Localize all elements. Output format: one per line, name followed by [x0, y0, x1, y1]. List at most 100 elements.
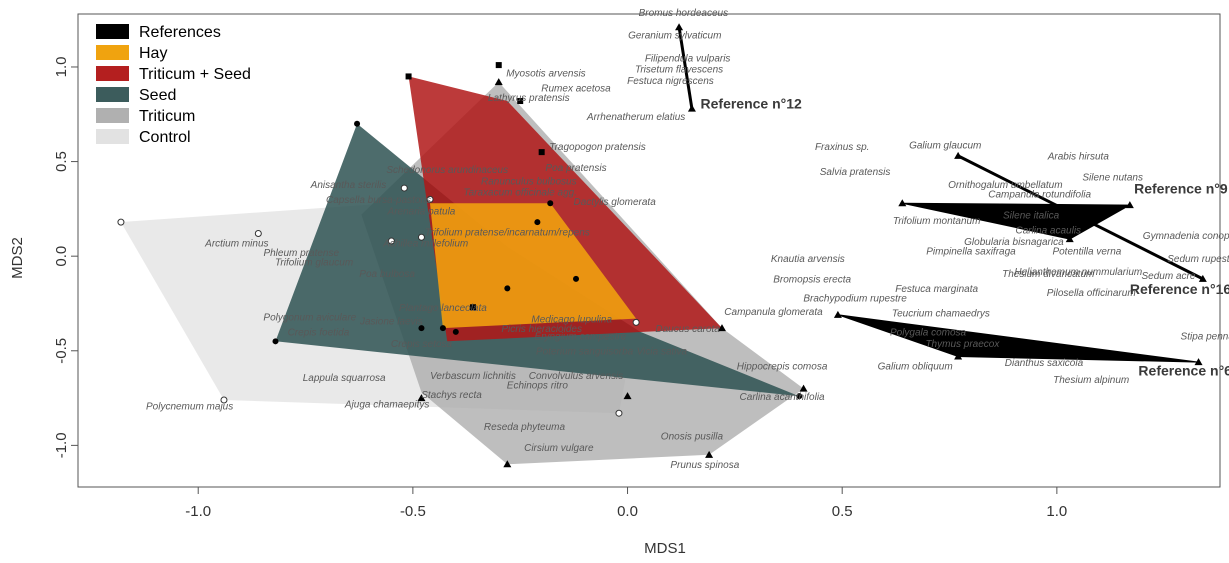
reference-point: [954, 151, 963, 159]
legend-label: References: [139, 24, 221, 41]
reference-point: [1125, 201, 1134, 209]
species-label: Poterium sanguisorba: [536, 347, 634, 358]
species-label: Trifolium glaucum: [275, 258, 353, 269]
legend-label: Triticum + Seed: [139, 66, 251, 83]
x-axis: -1.0 -0.5 0.0 0.5 1.0: [185, 487, 1067, 520]
species-label: Echinops ritro: [507, 381, 569, 392]
x-tick-label: 0.0: [617, 503, 638, 520]
reference-label-layer: Reference n°12 Reference n°9 Reference n°1…: [701, 96, 1229, 379]
species-label: Pimpinella saxifraga: [926, 246, 1016, 257]
species-label: Polygonum aviculare: [263, 313, 356, 324]
species-label: Helianthemum nummularium: [1014, 267, 1142, 278]
hull-seed: [275, 123, 800, 397]
species-label: Thymus praecox: [925, 339, 1000, 350]
reference-point: [1065, 235, 1074, 243]
species-label: Stipa pennata: [1181, 331, 1229, 342]
species-label: Galium obliquum: [878, 362, 953, 373]
data-point: [117, 218, 125, 226]
species-label: Carlina acaulis: [1015, 225, 1081, 236]
species-label: Campanula rotundifolia: [988, 190, 1091, 201]
species-label: Dactylis glomerata: [574, 197, 657, 208]
data-point: [418, 325, 425, 332]
data-point: [400, 184, 408, 192]
species-label: Festuca marginata: [895, 284, 978, 295]
species-label: Teucrium chamaedrys: [892, 309, 990, 320]
data-point: [615, 409, 623, 417]
species-label: Carlina acanthifolia: [740, 392, 825, 403]
data-point: [623, 392, 632, 400]
species-label: Festuca nigrescens: [627, 76, 714, 87]
species-label: Capsella bursa-pastoris: [326, 195, 431, 206]
species-label: Potentilla verna: [1052, 246, 1121, 257]
data-point: [547, 200, 554, 207]
species-label: Ornithogalum umbellatum: [948, 180, 1063, 191]
legend-label: Seed: [139, 87, 176, 104]
data-point: [452, 328, 459, 335]
species-label: Poa bulbosa: [359, 269, 415, 280]
species-label: Thesium alpinum: [1053, 375, 1129, 386]
data-point: [796, 393, 803, 400]
species-label: Sedum rupestre: [1167, 254, 1229, 265]
species-label: Filipendula vulparis: [645, 53, 731, 64]
data-point: [538, 149, 545, 156]
y-axis: 1.0 0.5 0.0 -0.5 -1.0: [53, 57, 78, 458]
species-label: Arabis hirsuta: [1047, 152, 1110, 163]
species-label: Convolvulus arvensis: [529, 371, 624, 382]
species-label: Anisantha sterilis: [310, 180, 387, 191]
species-label: Thesium divaricatum: [1002, 269, 1094, 280]
y-tick-label: 0.5: [53, 151, 70, 172]
x-axis-title: MDS1: [644, 540, 686, 557]
reference-point: [833, 310, 842, 318]
species-label: Picris hieracioides: [501, 324, 582, 335]
species-label: Tragopogon pratensis: [549, 142, 646, 153]
species-label: Schedonorus arundinaceus: [386, 165, 508, 176]
species-label: Lappula squarrosa: [303, 373, 386, 384]
data-point: [417, 394, 426, 402]
reference-label: Reference n°6: [1138, 362, 1229, 378]
species-label: Arrhenatherum elatius: [586, 112, 685, 123]
species-label: Arenaria patula: [387, 207, 456, 218]
reference-line: [957, 154, 1204, 281]
legend-label: Triticum: [139, 108, 195, 125]
species-label: Jasione laevis: [359, 316, 423, 327]
species-label: Polycnemum majus: [146, 401, 233, 412]
data-point: [469, 304, 476, 311]
reference-line: [677, 26, 694, 109]
species-label: Eryngium campestre: [534, 331, 626, 342]
data-point: [534, 219, 541, 226]
species-label: Gymnadenia conopsea: [1143, 231, 1229, 242]
x-tick-label: -0.5: [400, 503, 426, 520]
hull-layer: [120, 76, 804, 465]
reference-hull: [837, 314, 1199, 363]
data-point: [632, 318, 640, 326]
legend-swatch: [96, 87, 129, 102]
species-label: Ranunculus bulbosus: [481, 176, 577, 187]
species-label: Salvia pratensis: [820, 167, 891, 178]
species-label: Prunus spinosa: [670, 460, 739, 471]
species-label: Bromus hordeaceus: [639, 8, 729, 19]
species-label: Trisetum flavescens: [635, 65, 723, 76]
species-label: Hippocrepis comosa: [737, 362, 828, 373]
species-label: Polygala comosa: [890, 328, 967, 339]
species-label-layer: Bromus hordeaceus Geranium sylvaticum Fili…: [146, 8, 1229, 471]
reference-label: Reference n°9: [1134, 181, 1228, 197]
species-label: Plantago lanceolata: [399, 303, 487, 314]
species-label: Pilosella officinarum: [1047, 288, 1136, 299]
reference-label: Reference n°16: [1130, 281, 1229, 297]
data-point: [439, 325, 446, 332]
reference-point: [687, 104, 696, 112]
reference-point: [1198, 274, 1207, 282]
data-point: [417, 233, 425, 241]
hull-hay: [430, 203, 637, 329]
species-label: Lathyrus pratensis: [488, 93, 570, 104]
species-label: Crepis foetida: [288, 328, 350, 339]
legend-swatch: [96, 24, 129, 39]
point-layer: [117, 62, 808, 468]
data-point: [504, 285, 511, 292]
species-label: Dianthus saxicola: [1005, 358, 1084, 369]
species-label: Campanula glomerata: [724, 307, 823, 318]
data-point: [254, 229, 262, 237]
legend-swatch: [96, 129, 129, 144]
data-point: [387, 237, 395, 245]
legend-swatch: [96, 108, 129, 123]
